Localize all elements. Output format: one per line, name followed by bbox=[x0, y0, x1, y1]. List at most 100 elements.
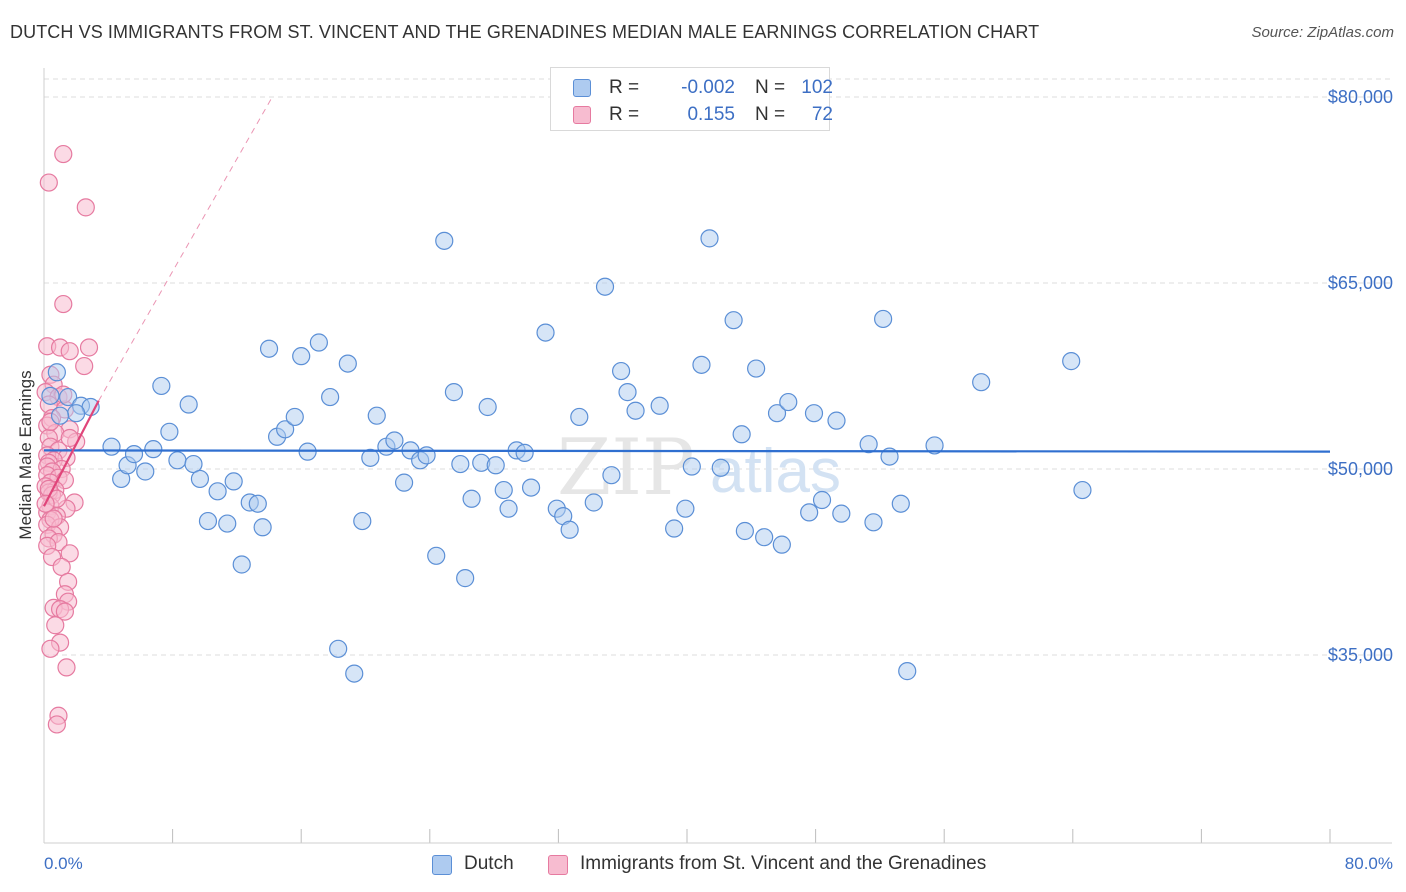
dutch-point bbox=[800, 503, 819, 522]
series-legend: Dutch Immigrants from St. Vincent and th… bbox=[0, 852, 1406, 880]
dutch-point bbox=[804, 404, 824, 423]
immigrants-point bbox=[76, 198, 95, 217]
dutch-point bbox=[462, 489, 481, 508]
immigrants-point bbox=[54, 294, 73, 314]
dutch-point bbox=[832, 504, 851, 523]
dutch-point bbox=[124, 445, 144, 464]
trend-lines bbox=[43, 96, 1331, 507]
immigrants-point bbox=[55, 602, 74, 621]
dutch-point bbox=[198, 511, 218, 531]
dutch-legend-label: Dutch bbox=[464, 853, 514, 874]
dutch-point bbox=[435, 231, 454, 250]
dutch-point bbox=[711, 458, 730, 477]
immigrants-point bbox=[41, 639, 60, 658]
dutch-point bbox=[735, 521, 754, 541]
dutch-point bbox=[59, 387, 78, 407]
dutch-point bbox=[41, 386, 60, 405]
dutch-point bbox=[478, 397, 497, 417]
immigrants-point bbox=[46, 616, 65, 635]
y-axis-label: Median Male Earnings bbox=[16, 370, 35, 539]
dutch-point bbox=[755, 528, 774, 547]
dutch-point bbox=[700, 229, 719, 248]
dutch-point bbox=[676, 499, 695, 518]
dutch-point bbox=[160, 422, 179, 441]
legend-n-value: 72 bbox=[811, 104, 833, 125]
legend-r-value: 0.155 bbox=[687, 104, 735, 125]
dutch-point bbox=[499, 499, 518, 518]
immigrants-legend-label: Immigrants from St. Vincent and the Gren… bbox=[580, 853, 987, 874]
immigrants-point bbox=[57, 658, 76, 677]
dutch-point bbox=[570, 407, 589, 427]
dutch-point bbox=[1062, 352, 1081, 371]
dutch-point bbox=[353, 511, 372, 531]
dutch-point bbox=[338, 354, 357, 373]
dutch-point bbox=[724, 311, 743, 330]
y-tick-label: $35,000 bbox=[1328, 645, 1393, 665]
dutch-point bbox=[136, 462, 155, 481]
dutch-point bbox=[208, 482, 227, 501]
immigrants-point bbox=[47, 715, 66, 734]
y-tick-label: $50,000 bbox=[1328, 459, 1393, 479]
dutch-point bbox=[732, 425, 751, 444]
dutch-point bbox=[1073, 480, 1092, 500]
dutch-point bbox=[486, 456, 505, 475]
dutch-point bbox=[345, 664, 364, 683]
dutch-point bbox=[682, 457, 701, 476]
dutch-point bbox=[394, 473, 414, 492]
dutch-point bbox=[321, 387, 340, 407]
watermark: ZIP atlas bbox=[557, 423, 841, 513]
dutch-point bbox=[232, 555, 251, 574]
dutch-point bbox=[536, 323, 555, 342]
immigrants-trend-extension bbox=[98, 96, 273, 402]
dutch-point bbox=[259, 339, 279, 358]
dutch-point bbox=[925, 436, 944, 455]
legend-row-immigrants: R = 0.155 N = 72 bbox=[573, 102, 833, 126]
dutch-point bbox=[494, 480, 513, 500]
dutch-point bbox=[560, 520, 579, 539]
immigrants-point bbox=[54, 144, 73, 164]
dutch-point bbox=[152, 376, 171, 396]
dutch-point bbox=[602, 466, 621, 485]
dutch-legend-swatch bbox=[432, 855, 452, 875]
legend-r-label: R = bbox=[609, 104, 640, 125]
dutch-point bbox=[521, 478, 541, 497]
immigrants-legend-swatch bbox=[548, 855, 568, 875]
dutch-point bbox=[47, 363, 66, 382]
dutch-point bbox=[427, 546, 446, 565]
dutch-point bbox=[50, 406, 70, 425]
dutch-point bbox=[891, 494, 910, 513]
dutch-point bbox=[224, 472, 243, 491]
dutch-point bbox=[827, 411, 846, 430]
chart-title: DUTCH VS IMMIGRANTS FROM ST. VINCENT AND… bbox=[10, 22, 1040, 42]
y-tick-label: $65,000 bbox=[1328, 273, 1393, 293]
immigrants-point bbox=[39, 173, 58, 192]
dutch-point bbox=[367, 406, 386, 425]
dutch-point bbox=[747, 359, 766, 378]
legend-n-label: N = bbox=[755, 104, 786, 125]
dutch-point bbox=[253, 518, 272, 537]
watermark-zip: ZIP bbox=[557, 423, 695, 513]
legend-n-label: N = bbox=[755, 77, 786, 98]
dutch-point bbox=[444, 383, 464, 402]
source-label: Source: ZipAtlas.com bbox=[1251, 24, 1394, 41]
legend-n-value: 102 bbox=[801, 77, 833, 98]
dutch-point bbox=[972, 373, 991, 392]
dutch-point bbox=[859, 435, 878, 454]
dutch-point bbox=[361, 448, 380, 467]
dutch-point bbox=[779, 392, 798, 412]
dutch-point bbox=[626, 401, 645, 420]
immigrants-trend-line bbox=[43, 400, 100, 507]
correlation-legend: R = -0.002 N = 102 R = 0.155 N = 72 bbox=[550, 67, 833, 131]
dutch-point bbox=[292, 347, 311, 366]
legend-row-dutch: R = -0.002 N = 102 bbox=[573, 75, 833, 99]
dutch-point bbox=[515, 443, 534, 462]
dutch-point bbox=[692, 355, 711, 374]
dutch-point bbox=[618, 383, 637, 402]
dutch-point bbox=[329, 639, 348, 658]
dutch-point bbox=[144, 440, 163, 459]
grid-lines bbox=[43, 78, 1392, 843]
dutch-point bbox=[248, 494, 267, 513]
dutch-point bbox=[285, 407, 304, 427]
legend-r-label: R = bbox=[609, 77, 640, 98]
